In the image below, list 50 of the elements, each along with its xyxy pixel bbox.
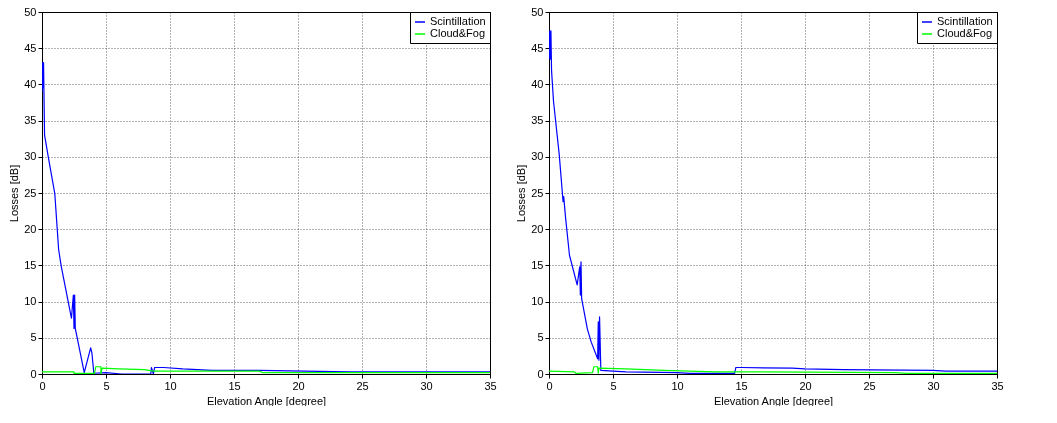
x-tick-label: 5 bbox=[103, 379, 110, 392]
legend-label: Cloud&Fog bbox=[430, 27, 486, 39]
x-tick-label: 20 bbox=[292, 379, 305, 392]
x-tick-label: 30 bbox=[927, 379, 940, 392]
y-tick-label: 15 bbox=[24, 258, 37, 271]
y-tick-label: 5 bbox=[30, 331, 37, 344]
x-tick-label: 25 bbox=[863, 379, 876, 392]
legend-label: Scintillation bbox=[430, 15, 486, 27]
line-series bbox=[549, 30, 997, 374]
x-tick-label: 5 bbox=[610, 379, 617, 392]
legend-label: Cloud&Fog bbox=[937, 27, 993, 39]
x-tick-label: 35 bbox=[991, 379, 1004, 392]
y-tick-label: 10 bbox=[531, 295, 544, 308]
y-tick-label: 10 bbox=[24, 295, 37, 308]
x-tick-label: 25 bbox=[356, 379, 369, 392]
y-tick-label: 50 bbox=[24, 5, 37, 18]
x-tick-label: 15 bbox=[735, 379, 748, 392]
x-tick-label: 10 bbox=[671, 379, 684, 392]
x-tick-label: 35 bbox=[484, 379, 497, 392]
legend-label: Scintillation bbox=[937, 15, 993, 27]
y-tick-label: 15 bbox=[531, 258, 544, 271]
y-tick-label: 20 bbox=[24, 222, 37, 235]
y-tick-label: 0 bbox=[537, 367, 544, 380]
y-tick-label: 0 bbox=[30, 367, 37, 380]
y-axis-title: Losses [dB] bbox=[515, 164, 528, 223]
line-series bbox=[549, 366, 997, 374]
y-tick-label: 40 bbox=[531, 77, 544, 90]
x-axis-title: Elevation Angle [degree] bbox=[206, 394, 327, 407]
y-tick-label: 25 bbox=[24, 186, 37, 199]
line-series bbox=[42, 366, 490, 374]
x-axis-title: Elevation Angle [degree] bbox=[713, 394, 834, 407]
x-tick-label: 0 bbox=[39, 379, 46, 392]
y-tick-label: 5 bbox=[537, 331, 544, 344]
y-tick-label: 30 bbox=[531, 150, 544, 163]
y-tick-label: 30 bbox=[24, 150, 37, 163]
x-tick-label: 15 bbox=[228, 379, 241, 392]
x-tick-label: 30 bbox=[420, 379, 433, 392]
x-tick-label: 0 bbox=[546, 379, 553, 392]
y-tick-label: 50 bbox=[531, 5, 544, 18]
y-tick-label: 40 bbox=[24, 77, 37, 90]
y-tick-label: 35 bbox=[531, 114, 544, 127]
x-tick-label: 20 bbox=[799, 379, 812, 392]
x-tick-label: 10 bbox=[164, 379, 177, 392]
line-series bbox=[42, 62, 490, 374]
y-tick-label: 35 bbox=[24, 114, 37, 127]
y-tick-label: 45 bbox=[24, 41, 37, 54]
y-tick-label: 25 bbox=[531, 186, 544, 199]
y-tick-label: 20 bbox=[531, 222, 544, 235]
y-tick-label: 45 bbox=[531, 41, 544, 54]
y-axis-title: Losses [dB] bbox=[8, 164, 21, 223]
